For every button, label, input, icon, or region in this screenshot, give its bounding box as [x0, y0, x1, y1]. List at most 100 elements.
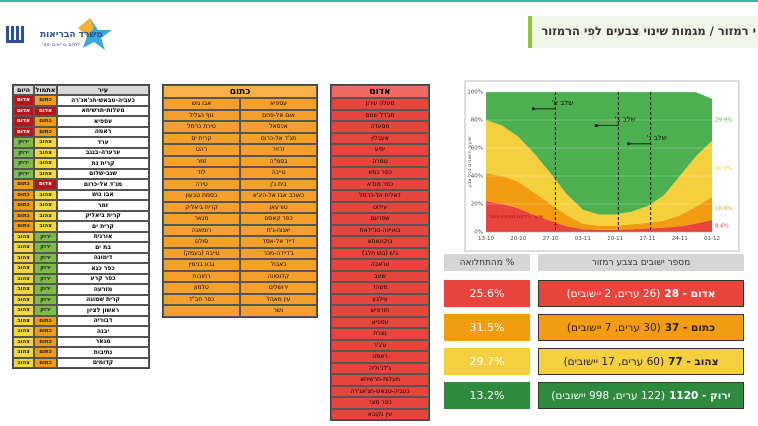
town-cell: מגאר	[163, 213, 240, 225]
table-row: מג'ד אל-כרום קרית ים	[163, 132, 317, 144]
count-detail: (26 ערים, 2 יישובים)	[566, 287, 661, 300]
column-header: מספר ישובים בצבע רמזור	[538, 254, 744, 271]
status-cell: כתום	[34, 116, 57, 127]
table-header: כתום	[163, 85, 317, 98]
city-cell: שגב-שלום	[57, 168, 149, 179]
summary-table: מספר ישובים בצבע רמזור % מהתחלואה 25.6% אדו…	[444, 254, 744, 414]
value-label: 16.6%	[715, 206, 732, 212]
table-row: בסמ"ה זמר	[163, 155, 317, 167]
area	[486, 201, 712, 232]
town-cell: ראמה	[331, 351, 429, 363]
city-cell: מג'ד אל-כרום	[57, 179, 149, 190]
area	[486, 120, 712, 226]
status-cell: אדום	[13, 95, 34, 106]
status-cell: צהוב	[34, 200, 57, 211]
y-tick-label: 0%	[474, 230, 483, 236]
status-cell: צהוב	[13, 305, 34, 316]
count-label: ירוק - 1120	[669, 389, 731, 402]
status-cell: צהוב	[13, 347, 34, 358]
table-row: ראמה כתום אדום	[13, 126, 149, 137]
town-cell: בסמ"ה	[240, 155, 317, 167]
town-cell: מג'דל שמס	[331, 109, 429, 121]
table-row: קרית שמונה ירוק צהוב	[13, 294, 149, 305]
status-cell: ירוק	[13, 168, 34, 179]
changes-table: עיר אתמול היום כעביה-טבאש-חג'אג'רה כתום אדום מ…	[12, 84, 150, 369]
city-cell: כפר כנא	[57, 263, 149, 274]
town-cell: קלנסווה	[240, 270, 317, 282]
status-cell: ירוק	[34, 305, 57, 316]
red-table: אדום מעלה עירון מג'דל שמס מסעדה אעבלין יפיע טמ…	[330, 84, 430, 421]
table-row: כפר כנא ירוק צהוב	[13, 263, 149, 274]
town-cell	[163, 305, 240, 317]
town-cell: כפר קאסם	[240, 213, 317, 225]
table-row: בית ג'ן טירה	[163, 178, 317, 190]
status-cell: צהוב	[13, 273, 34, 284]
table-row: אבו גוש צהוב כתום	[13, 189, 149, 200]
phase-dot	[627, 142, 631, 146]
table-row: טייבה לוד	[163, 167, 317, 179]
town-cell: שעב	[331, 270, 429, 282]
status-cell: אדום	[13, 105, 34, 116]
status-cell: אדום	[34, 105, 57, 116]
count-label: צהוב - 77	[668, 355, 719, 368]
town-cell: כפר מצר	[331, 397, 429, 409]
town-cell: ג'דיידה-מכר	[240, 247, 317, 259]
town-cell: עראבה	[331, 259, 429, 271]
city-cell: ראשון לציון	[57, 305, 149, 316]
status-cell: ירוק	[13, 137, 34, 148]
table-row: אורנית ירוק צהוב	[13, 231, 149, 242]
table-row: מזרעה ירוק צהוב	[13, 284, 149, 295]
y-tick-label: 80%	[471, 118, 483, 124]
orange-table: כתום עספיא אבו גוש אום אל-פחם נוף הגליל אכסאל…	[162, 84, 318, 318]
count-label: אדום - 28	[664, 287, 716, 300]
status-cell: כתום	[13, 200, 34, 211]
status-cell: ירוק	[13, 147, 34, 158]
value-label: 29.9%	[715, 117, 732, 123]
status-cell: צהוב	[34, 168, 57, 179]
status-cell: ירוק	[34, 263, 57, 274]
city-cell: דבוריה	[57, 315, 149, 326]
count-cell: אדום - 28 (26 ערים, 2 יישובים)	[538, 280, 744, 307]
column-header: עיר	[57, 85, 149, 95]
percent-cell: 29.7%	[444, 348, 530, 375]
town-cell: כעביה-טבאש-חג'אג'רה	[331, 385, 429, 397]
table-row: מגאר כתום צהוב	[13, 336, 149, 347]
city-cell: יבנה	[57, 326, 149, 337]
table-row: קרית גת צהוב ירוק	[13, 158, 149, 169]
chart-note: שיעור נדבקים בתחילת הסגר	[489, 215, 543, 220]
title: י רמזור / מגמות שינוי צבעים לפי הרמזור	[541, 24, 756, 38]
status-cell: אדום	[13, 126, 34, 137]
town-cell: כפר כמא	[331, 167, 429, 179]
town-cell: בית ג'ן	[240, 178, 317, 190]
count-cell: כתום - 37 (30 ערים, 7 יישובים)	[538, 314, 744, 341]
table-row: קרית ים צהוב כתום	[13, 221, 149, 232]
city-cell: מגאר	[57, 336, 149, 347]
phase-label: שלב ב'	[614, 116, 635, 124]
town-cell: מסעדה	[331, 121, 429, 133]
table-row: קרית ביאליק צהוב כתום	[13, 210, 149, 221]
count-detail: (122 ערים, 998 יישובים)	[551, 389, 666, 402]
table-row: כפר קאסם מגאר	[163, 213, 317, 225]
table-row: עספיא אבו גוש	[163, 98, 317, 110]
town-cell: טייבה	[240, 167, 317, 179]
table-row: מעלות-תרשיחא אדום אדום	[13, 105, 149, 116]
town-cell: קרית ביאליק	[163, 201, 240, 213]
percent-cell: 25.6%	[444, 280, 530, 307]
table-row: ערערה-בנגב צהוב ירוק	[13, 147, 149, 158]
y-tick-label: 60%	[471, 146, 483, 152]
city-cell: ערד	[57, 137, 149, 148]
table-row: דבוריה כתום צהוב	[13, 315, 149, 326]
town-cell: יאנוח-ג'ת	[240, 224, 317, 236]
chart: 8.6% 16.6% 40.0% 29.9% 0% 20% 40% 60% 80% 100% 13-…	[464, 80, 740, 252]
phase-label: שלב א'	[551, 99, 573, 107]
table-row: ג'דיידה-מכר טייבה (בעמק)	[163, 247, 317, 259]
status-cell: צהוב	[13, 284, 34, 295]
town-cell: רחובות	[163, 270, 240, 282]
status-cell: כתום	[34, 336, 57, 347]
table-row: כפר קרע ירוק צהוב	[13, 273, 149, 284]
y-tick-label: 40%	[471, 174, 483, 180]
phase-dot	[594, 124, 598, 128]
table-row: מג'ד אל-כרום אדום כתום	[13, 179, 149, 190]
town-cell: משהד	[331, 282, 429, 294]
town-cell: שפרעם	[331, 213, 429, 225]
